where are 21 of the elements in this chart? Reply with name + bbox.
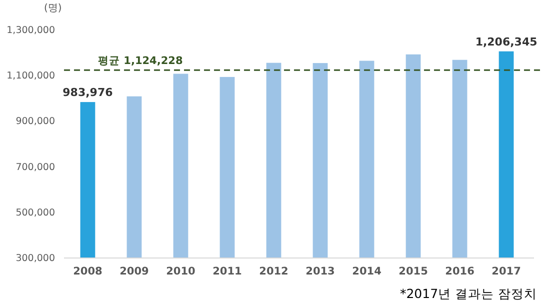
x-tick-label: 2011 <box>212 266 242 278</box>
y-tick-label: 500,000 <box>16 207 55 218</box>
x-tick-label: 2015 <box>398 266 428 278</box>
ref-line-label: 평균 1,124,228 <box>98 55 183 68</box>
x-tick-label: 2016 <box>445 266 474 278</box>
x-tick-label: 2008 <box>73 266 102 278</box>
y-tick-label: 1,300,000 <box>6 25 55 36</box>
y-tick-label: 1,100,000 <box>6 70 55 82</box>
y-tick-label: 300,000 <box>16 253 55 264</box>
x-tick-label: 2010 <box>166 266 196 278</box>
x-tick-label: 2014 <box>352 266 382 278</box>
x-tick-label: 2012 <box>259 266 288 278</box>
x-tick-label: 2017 <box>492 266 521 278</box>
y-tick-label: 900,000 <box>16 116 55 128</box>
text: *2017년 결과는 잠정치 <box>400 286 537 301</box>
x-tick-label: 2009 <box>120 266 149 278</box>
data-label: 1,206,345 <box>475 35 538 48</box>
y-tick-label: 700,000 <box>16 162 55 173</box>
y-axis-title: (명) <box>44 3 62 14</box>
x-tick-label: 2013 <box>306 266 335 278</box>
data-label: 983,976 <box>62 86 114 100</box>
